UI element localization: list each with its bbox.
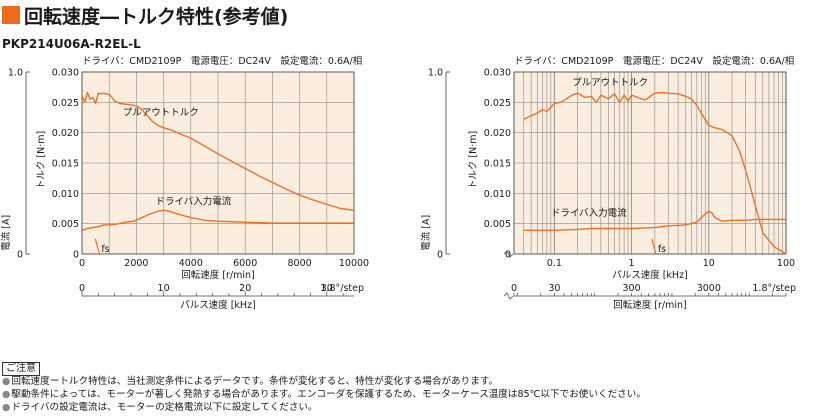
page-title: 回転速度―トルク特性(参考値) — [24, 5, 289, 28]
y-tick-label: 0.010 — [52, 189, 79, 200]
fs-label: fs — [658, 244, 666, 255]
secondary-tick-label: 0 — [511, 283, 517, 294]
x-tick-label: 0 — [79, 258, 85, 269]
y-tick-label: 0 — [505, 250, 511, 261]
y-tick-label: 0.020 — [484, 128, 511, 139]
torque-chart-log: ドライバ：CMD2109P 電源電圧：DC24V 設定電流：0.6A/相 0 0.0… — [420, 55, 796, 311]
title-accent-square — [2, 6, 20, 24]
x-tick-label: 8000 — [288, 258, 312, 269]
chart-condition: ドライバ：CMD2109P 電源電圧：DC24V 設定電流：0.6A/相 — [514, 55, 794, 67]
axis-break-mark — [503, 250, 514, 258]
x-tick-label: 10 — [703, 258, 715, 269]
y-axis-label: トルク [N·m] — [468, 131, 479, 189]
step-angle-label: 1.8°/step — [320, 283, 364, 294]
axis-break-mark — [503, 292, 514, 300]
y2-axis-label: 電流 [A] — [0, 215, 12, 251]
series-label: ドライバ入力電流 — [155, 195, 231, 207]
note-item: ドライバの設定電流は、モーターの定格電流以下に設定してください。 — [2, 401, 646, 414]
step-angle-label: 1.8°/step — [752, 283, 796, 294]
motor-model: PKP214U06A-R2EL-L — [2, 37, 141, 51]
secondary-tick-label: 10 — [158, 283, 170, 294]
x-axis-label: パルス速度 [kHz] — [612, 269, 688, 281]
notes-label: ご注意 — [2, 362, 40, 376]
y2-axis-label: 電流 [A] — [420, 215, 432, 251]
y-tick-label: 0.015 — [52, 159, 79, 170]
page-title-bar: 回転速度―トルク特性(参考値) — [0, 0, 288, 30]
secondary-tick-label: 300 — [623, 283, 641, 294]
plot-frame — [513, 71, 787, 255]
x-tick-label: 10000 — [339, 258, 369, 269]
y2-tick-label: 1.0 — [428, 68, 443, 79]
fs-marker — [651, 238, 657, 255]
y-tick-label: 0.030 — [484, 68, 511, 79]
y2-tick-label: 1.0 — [8, 68, 23, 79]
y-tick-label: 0.015 — [484, 159, 511, 170]
notes-list: 回転速度ートルク特性は、当社測定条件によるデータです。条件が変化すると、特性が変… — [2, 375, 646, 414]
y-tick-label: 0.010 — [484, 189, 511, 200]
x-tick-label: 2000 — [124, 258, 148, 269]
fs-label: fs — [101, 244, 109, 255]
y-tick-label: 0.005 — [484, 219, 511, 230]
y-axis-label: トルク [N·m] — [36, 131, 47, 189]
y-tick-label: 0 — [73, 250, 79, 261]
x-tick-label: 6000 — [233, 258, 257, 269]
y-tick-label: 0.020 — [52, 128, 79, 139]
series-label: ドライバ入力電流 — [551, 207, 627, 219]
secondary-axis-label: パルス速度 [kHz] — [180, 299, 256, 311]
y-tick-label: 0.025 — [52, 98, 79, 109]
secondary-axis-label: 回転速度 [r/min] — [613, 299, 686, 311]
series-label: プルアウトトルク — [572, 77, 648, 88]
x-axis-label: 回転速度 [r/min] — [181, 269, 254, 281]
secondary-tick-label: 3000 — [697, 283, 721, 294]
x-tick-label: 4000 — [179, 258, 203, 269]
note-item: 駆動条件によっては、モーターが著しく発熱する場合があります。エンコーダを保護する… — [2, 388, 646, 401]
x-tick-label: 1 — [629, 258, 635, 269]
y2-tick-label: 0 — [437, 250, 443, 261]
chart-condition: ドライバ：CMD2109P 電源電圧：DC24V 設定電流：0.6A/相 — [82, 55, 362, 67]
current-curve — [523, 210, 786, 232]
plot-frame — [81, 71, 355, 255]
x-tick-label: 0.1 — [547, 258, 562, 269]
secondary-tick-label: 30 — [321, 283, 333, 294]
series-label: プルアウトトルク — [123, 108, 199, 119]
secondary-tick-label: 30 — [548, 283, 560, 294]
x-tick-label: 100 — [777, 258, 795, 269]
secondary-tick-label: 20 — [239, 283, 251, 294]
y-tick-label: 0.005 — [52, 219, 79, 230]
y2-tick-label: 0 — [17, 250, 23, 261]
note-item: 回転速度ートルク特性は、当社測定条件によるデータです。条件が変化すると、特性が変… — [2, 375, 646, 388]
y-tick-label: 0.030 — [52, 68, 79, 79]
current-curve — [81, 209, 354, 231]
torque-curve — [523, 91, 787, 255]
torque-curve — [81, 91, 355, 211]
y-tick-label: 0.025 — [484, 98, 511, 109]
fs-marker — [94, 238, 100, 255]
secondary-tick-label: 0 — [79, 283, 85, 294]
torque-chart-linear: ドライバ：CMD2109P 電源電圧：DC24V 設定電流：0.6A/相 0 0.0… — [0, 55, 369, 311]
